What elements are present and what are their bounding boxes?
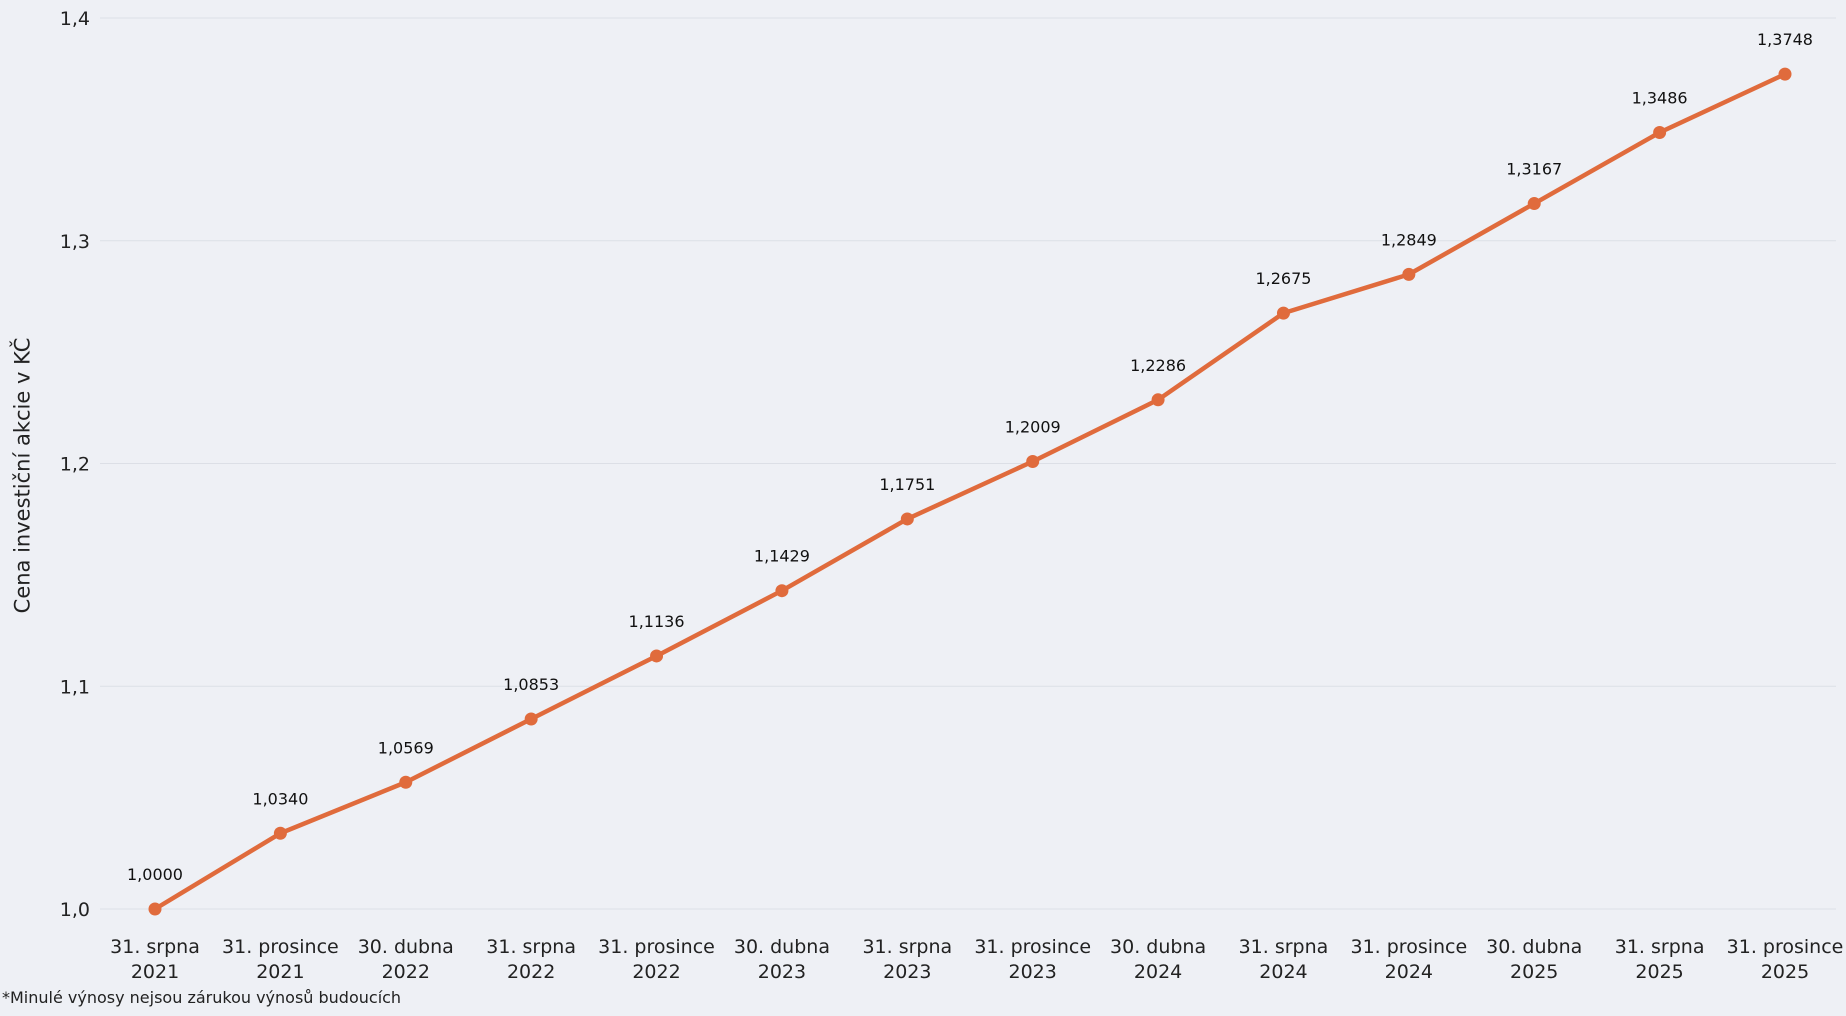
data-label: 1,3486 xyxy=(1632,88,1688,107)
x-tick-label: 30. dubna 2024 xyxy=(1110,936,1206,983)
series-line xyxy=(152,71,1788,912)
x-axis-ticks: 31. srpna 2021 31. prosince 2021 30. dubna 20… xyxy=(110,936,1843,983)
data-point xyxy=(1402,267,1416,281)
data-label: 1,0853 xyxy=(503,675,559,694)
data-point xyxy=(399,775,413,789)
data-label: 1,3167 xyxy=(1506,160,1562,179)
data-label: 1,1429 xyxy=(754,547,810,566)
data-label: 1,2009 xyxy=(1005,417,1061,436)
x-tick-label: 31. srpna 2025 xyxy=(1615,936,1705,983)
data-label: 1,0000 xyxy=(127,865,183,884)
x-tick-label: 31. prosince 2021 xyxy=(222,936,339,983)
y-axis-ticks: 1,0 1,1 1,2 1,3 1,4 xyxy=(60,8,90,921)
data-label: 1,0340 xyxy=(252,789,308,808)
data-point xyxy=(650,649,664,663)
data-point xyxy=(1026,454,1040,468)
series-line-group xyxy=(152,71,1788,912)
y-tick-label: 1,4 xyxy=(60,8,90,30)
y-axis-label: Cena investiční akcie v KČ xyxy=(9,338,34,614)
data-labels: 1,0000 1,0340 1,0569 1,0853 1,1136 1,1429 1,17… xyxy=(127,30,1813,884)
data-point xyxy=(524,712,538,726)
x-tick-label: 30. dubna 2022 xyxy=(358,936,454,983)
x-tick-label: 31. srpna 2023 xyxy=(862,936,952,983)
data-label: 1,2286 xyxy=(1130,356,1186,375)
y-tick-label: 1,2 xyxy=(60,454,90,476)
data-point xyxy=(148,902,162,916)
x-tick-label: 31. prosince 2024 xyxy=(1350,936,1467,983)
x-tick-label: 30. dubna 2025 xyxy=(1486,936,1582,983)
data-point xyxy=(1151,393,1165,407)
series-points xyxy=(148,67,1792,916)
x-tick-label: 31. prosince 2025 xyxy=(1727,936,1844,983)
x-tick-label: 31. srpna 2021 xyxy=(110,936,200,983)
data-point xyxy=(1778,67,1792,81)
data-point xyxy=(1653,125,1667,139)
data-label: 1,2675 xyxy=(1255,269,1311,288)
data-label: 1,1751 xyxy=(879,475,935,494)
x-tick-label: 31. prosince 2023 xyxy=(974,936,1091,983)
data-label: 1,2849 xyxy=(1381,230,1437,249)
gridlines xyxy=(100,17,1836,910)
data-label: 1,1136 xyxy=(629,612,685,631)
data-label: 1,0569 xyxy=(378,738,434,757)
data-point xyxy=(1527,197,1541,211)
data-point xyxy=(1276,306,1290,320)
y-tick-label: 1,0 xyxy=(60,899,90,921)
y-tick-label: 1,3 xyxy=(60,231,90,253)
data-label: 1,3748 xyxy=(1757,30,1813,49)
x-tick-label: 31. srpna 2024 xyxy=(1239,936,1329,983)
x-tick-label: 31. srpna 2022 xyxy=(486,936,576,983)
y-tick-label: 1,1 xyxy=(60,676,90,698)
x-tick-label: 30. dubna 2023 xyxy=(734,936,830,983)
data-point xyxy=(900,512,914,526)
data-point xyxy=(775,584,789,598)
data-point xyxy=(273,826,287,840)
footnote: *Minulé výnosy nejsou zárukou výnosů bud… xyxy=(2,988,402,1007)
x-tick-label: 31. prosince 2022 xyxy=(598,936,715,983)
